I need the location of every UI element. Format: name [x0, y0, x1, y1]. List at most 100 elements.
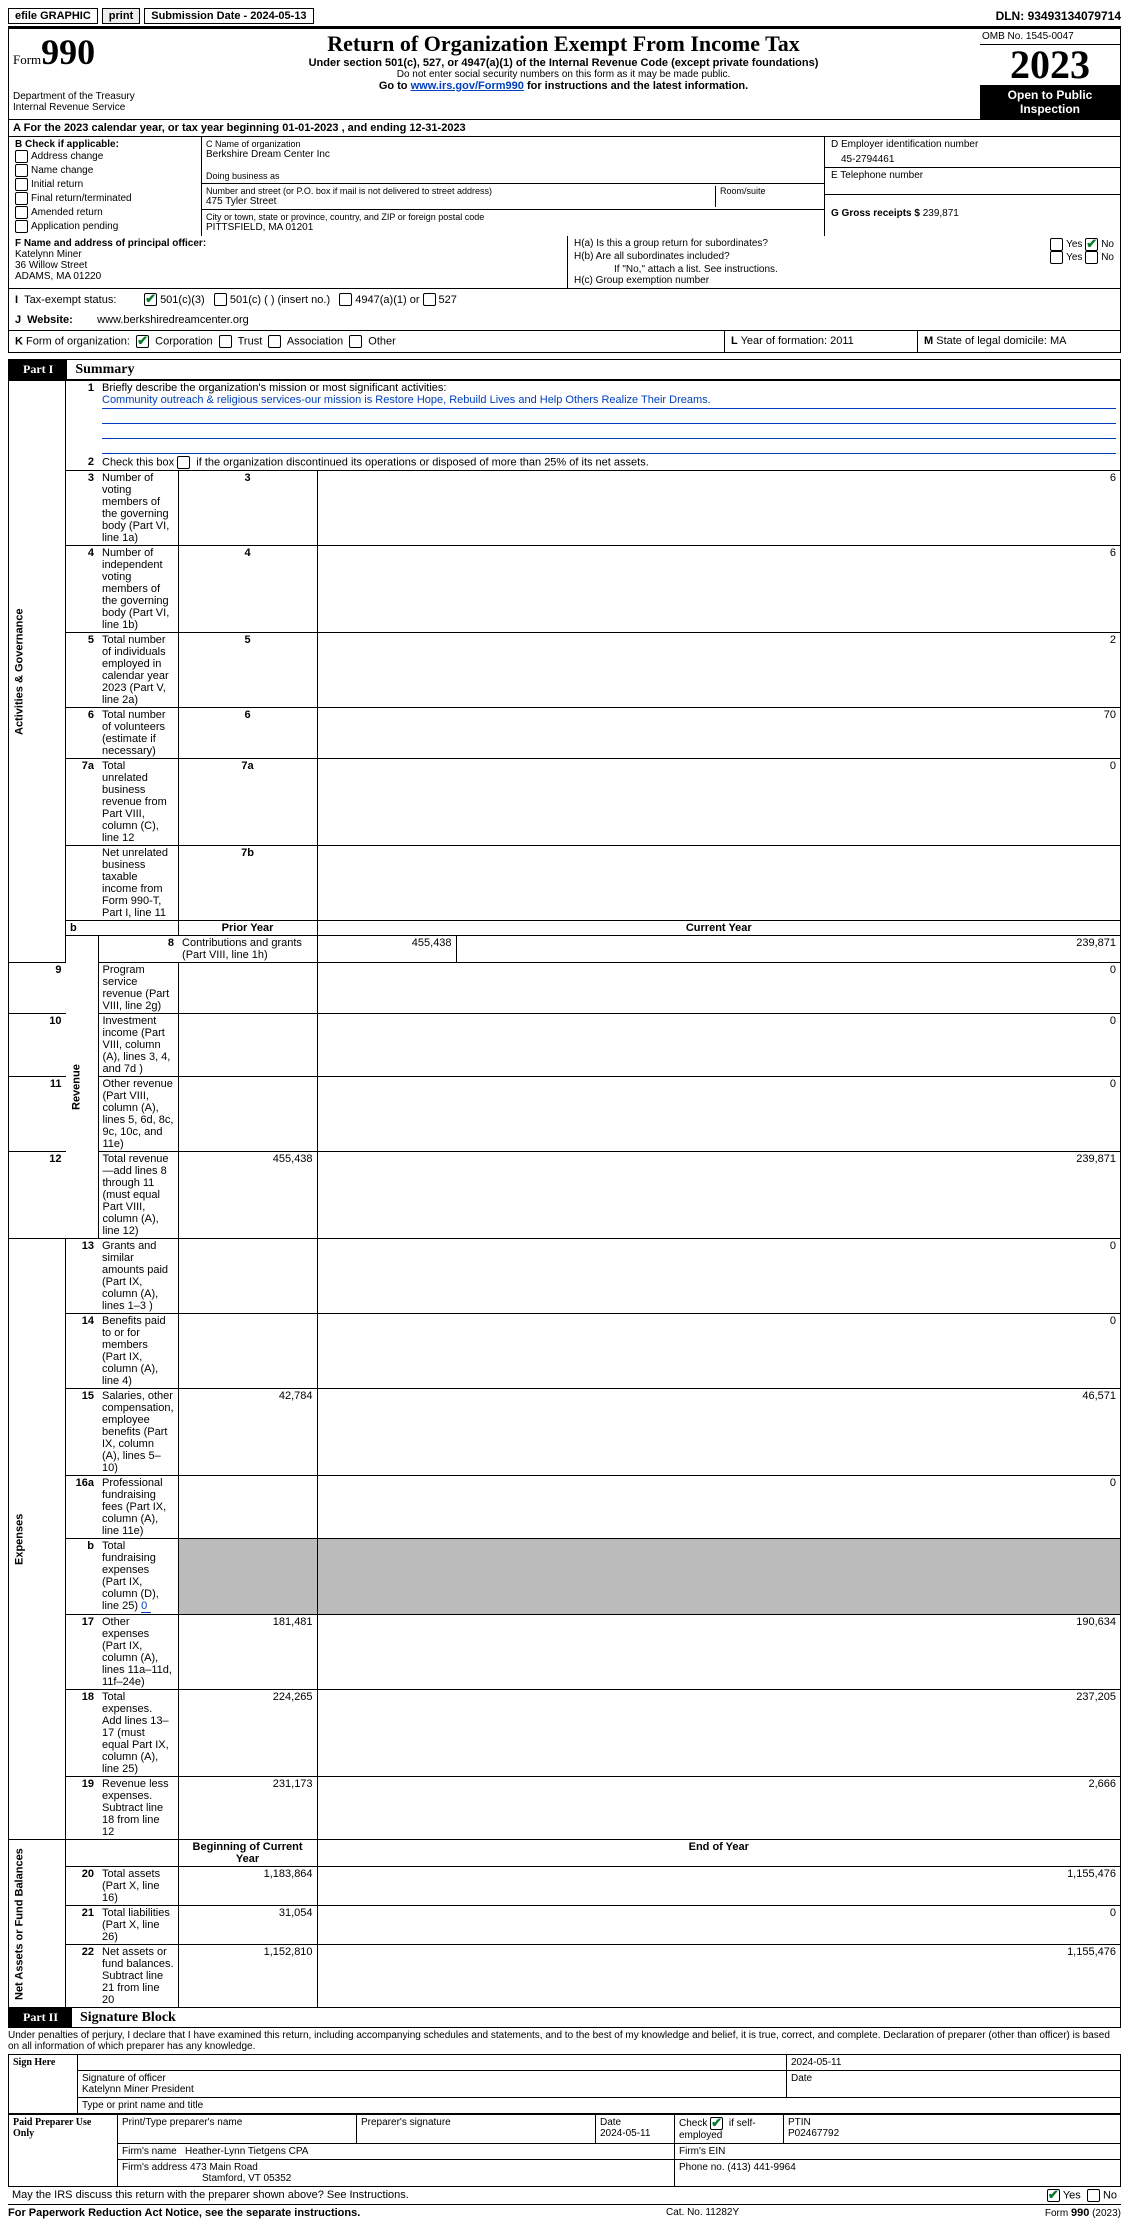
firm-name: Heather-Lynn Tietgens CPA	[185, 2146, 308, 2157]
part1-tab: Part I	[9, 360, 67, 379]
line16b: Total fundraising expenses (Part IX, col…	[98, 1539, 178, 1615]
k-corp[interactable]	[136, 335, 149, 348]
domicile-label: State of legal domicile:	[936, 335, 1050, 347]
l2-checkbox[interactable]	[177, 456, 190, 469]
website-label: Website:	[27, 314, 97, 326]
ein: 45-2794461	[831, 150, 1114, 165]
website: www.berkshiredreamcenter.org	[97, 314, 249, 326]
col-deg: D Employer identification number 45-2794…	[824, 137, 1120, 236]
vlabel-revenue: Revenue	[66, 936, 99, 1239]
part2-title: Signature Block	[80, 2010, 176, 2026]
k-trust[interactable]	[219, 335, 232, 348]
firm-addr1: 473 Main Road	[190, 2162, 258, 2173]
i-501c[interactable]	[214, 293, 227, 306]
efile-button[interactable]: efile GRAPHIC	[8, 8, 98, 24]
discuss-no[interactable]	[1087, 2189, 1100, 2202]
top-left: efile GRAPHIC print Submission Date - 20…	[8, 8, 314, 24]
prep-sig-label: Preparer's signature	[357, 2115, 596, 2144]
gross-receipts: 239,871	[923, 208, 959, 219]
line3: Number of voting members of the governin…	[98, 471, 178, 546]
year-formation: 2011	[830, 335, 854, 347]
print-button[interactable]: print	[102, 8, 140, 24]
chk-pending[interactable]: Application pending	[15, 220, 195, 233]
k-assoc[interactable]	[268, 335, 281, 348]
line15: Salaries, other compensation, employee b…	[98, 1389, 178, 1476]
hb-yes[interactable]	[1050, 251, 1063, 264]
prep-date: 2024-05-11	[600, 2128, 650, 2139]
part2-tab: Part II	[9, 2008, 72, 2027]
chk-amended[interactable]: Amended return	[15, 206, 195, 219]
line20: Total assets (Part X, line 16)	[98, 1867, 178, 1906]
line14: Benefits paid to or for members (Part IX…	[98, 1314, 178, 1389]
line12: Total revenue—add lines 8 through 11 (mu…	[98, 1152, 178, 1239]
discuss-yes[interactable]	[1047, 2189, 1060, 2202]
line17: Other expenses (Part IX, column (A), lin…	[98, 1615, 178, 1690]
gross-label: G Gross receipts $	[831, 208, 920, 219]
dln-label: DLN:	[996, 9, 1028, 23]
officer-name: Katelynn Miner President	[82, 2084, 782, 2095]
line10: Investment income (Part VIII, column (A)…	[98, 1014, 178, 1077]
tax-year: 2023	[980, 45, 1120, 85]
self-employed: Check if self-employed	[675, 2115, 784, 2144]
city-label: City or town, state or province, country…	[206, 212, 820, 222]
hc-label: H(c) Group exemption number	[574, 275, 1114, 286]
prep-name-label: Print/Type preparer's name	[118, 2115, 357, 2144]
submission-date-box: Submission Date - 2024-05-13	[144, 8, 313, 24]
cat-no: Cat. No. 11282Y	[666, 2207, 739, 2219]
ptin: P02467792	[788, 2128, 839, 2139]
dln-value: 93493134079714	[1028, 9, 1121, 23]
chk-final[interactable]: Final return/terminated	[15, 192, 195, 205]
pra-notice: For Paperwork Reduction Act Notice, see …	[8, 2207, 360, 2219]
principal-officer: F Name and address of principal officer:…	[9, 236, 567, 288]
room-label: Room/suite	[720, 186, 820, 196]
goto-note: Go to www.irs.gov/Form990 for instructio…	[151, 80, 976, 92]
line8: Contributions and grants (Part VIII, lin…	[178, 936, 317, 963]
form-number: Form990	[13, 31, 143, 73]
ha-yes[interactable]	[1050, 238, 1063, 251]
main-title: Return of Organization Exempt From Incom…	[151, 31, 976, 57]
signature-table: Sign Here 2024-05-11 Signature of office…	[8, 2054, 1121, 2114]
b-label: B Check if applicable:	[15, 139, 119, 150]
tax-exempt-label: Tax-exempt status:	[24, 294, 144, 306]
line7a: Total unrelated business revenue from Pa…	[98, 759, 178, 846]
line21: Total liabilities (Part X, line 26)	[98, 1906, 178, 1945]
chk-initial[interactable]: Initial return	[15, 178, 195, 191]
i-501c3[interactable]	[144, 293, 157, 306]
col-b: B Check if applicable: Address change Na…	[9, 137, 202, 236]
self-employed-chk[interactable]	[710, 2117, 723, 2130]
row-klm: K Form of organization: Corporation Trus…	[8, 331, 1121, 353]
submission-label: Submission Date -	[151, 10, 250, 22]
chk-address[interactable]: Address change	[15, 150, 195, 163]
vlabel-governance: Activities & Governance	[9, 381, 66, 963]
row-j: J Website: www.berkshiredreamcenter.org	[8, 310, 1121, 331]
line16a: Professional fundraising fees (Part IX, …	[98, 1476, 178, 1539]
vlabel-expenses: Expenses	[9, 1239, 66, 1840]
row-i: I Tax-exempt status: 501(c)(3) 501(c) ( …	[8, 289, 1121, 310]
date-label: Date	[791, 2073, 1116, 2084]
paid-preparer-label: Paid Preparer Use Only	[9, 2115, 118, 2187]
sign-date: 2024-05-11	[787, 2055, 1121, 2071]
part2-header: Part II Signature Block	[8, 2008, 1121, 2028]
chk-name[interactable]: Name change	[15, 164, 195, 177]
form-header: Form990 Department of the Treasury Inter…	[8, 28, 1121, 120]
k-other[interactable]	[349, 335, 362, 348]
hb-no[interactable]	[1085, 251, 1098, 264]
irs-link[interactable]: www.irs.gov/Form990	[411, 80, 524, 92]
line7b: Net unrelated business taxable income fr…	[98, 846, 178, 921]
dba-label: Doing business as	[206, 171, 820, 181]
i-4947[interactable]	[339, 293, 352, 306]
discuss-row: May the IRS discuss this return with the…	[8, 2187, 1121, 2204]
col-c: C Name of organization Berkshire Dream C…	[202, 137, 824, 236]
submission-date: 2024-05-13	[250, 10, 306, 22]
form-footer: Form 990 (2023)	[1045, 2207, 1121, 2219]
part1-title: Summary	[75, 362, 134, 378]
ha-no[interactable]	[1085, 238, 1098, 251]
row-f-h: F Name and address of principal officer:…	[8, 236, 1121, 289]
i-527[interactable]	[423, 293, 436, 306]
h-section: H(a) Is this a group return for subordin…	[567, 236, 1120, 288]
phone-label: E Telephone number	[831, 170, 1114, 181]
ha-label: H(a) Is this a group return for subordin…	[574, 238, 874, 251]
ein-label: D Employer identification number	[831, 139, 1114, 150]
sign-here: Sign Here	[9, 2055, 78, 2114]
type-name-label: Type or print name and title	[78, 2098, 1121, 2114]
